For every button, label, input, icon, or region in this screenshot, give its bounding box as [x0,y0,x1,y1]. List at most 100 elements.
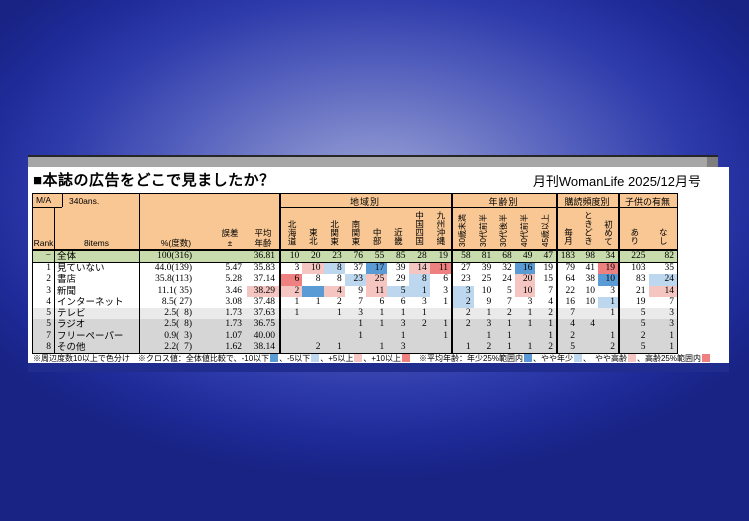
data-cell: 8 [337,274,342,285]
data-cell: 1 [315,296,321,307]
data-cell: 1 [294,296,300,307]
age-col-header: 45歳以上 [535,197,556,247]
data-cell: 1 [548,319,553,330]
data-cell: 3 [358,308,363,318]
data-cell: 1 [400,308,406,318]
frequency-col-header-text: 毎月 [563,228,574,245]
legend-text: 、高齢25%範囲内 [636,354,701,363]
data-cell: 1 [548,330,553,341]
rank-cell: 8 [46,341,51,352]
item-cell: 新聞 [54,285,139,297]
data-cell: 6 [281,274,303,286]
page-title: ■本誌の広告をどこで見ましたか？ [33,172,275,189]
data-cell: 14 [648,285,677,297]
data-cell: 23 [344,274,366,286]
data-cell: 1 [669,341,674,352]
data-cell: 25 [481,274,492,285]
children-col-header-text: なし [658,228,669,245]
issue-label: 月刊WomanLife 2025/12月号 [532,174,701,189]
data-cell: 49 [522,251,533,261]
regions-block: 2 4 9 11 5 1 3 [279,285,451,297]
frequency-col-header: ときどき [578,211,598,247]
data-cell: 10 [585,285,596,296]
data-cell: 11 [366,285,388,297]
data-cell [302,319,323,330]
data-cell: 23 [332,251,342,261]
rank-cell: 4 [46,296,51,307]
data-cell: 4 [590,319,595,330]
data-cell: 68 [502,251,512,261]
legend-swatch-db [523,354,532,362]
data-cell: 1 [379,341,385,352]
frequency-col-header: 初めて [598,220,618,248]
legend-swatch-lb [573,354,582,362]
data-cell: 37 [353,263,364,273]
data-cell: 2 [465,308,471,318]
region-col-header-text: 近畿 [393,228,404,245]
table-header: M/A 340ans. 地域別 年齢別 購読頻度別 子供の有無 Rank 8it… [33,194,677,251]
region-col-header: 近畿 [387,228,408,247]
data-cell: 1 [610,330,615,341]
table-row: 4 インターネット 8.5( 27) 3.08 37.48 1 1 2 7 6 6 3 1 2 9 7 3 4 16… [33,296,677,308]
data-cell: 1 [408,285,430,297]
data-cell: 79 [565,263,576,273]
data-cell: 2 [548,341,553,352]
rank-cell: 2 [46,274,51,285]
divider [139,194,140,249]
data-cell: 1 [507,330,512,341]
avg-age-cell: 37.48 [253,296,275,307]
data-cell [578,342,598,353]
legend-text: 、 やや高齢 [582,354,627,363]
data-cell: 24 [648,274,677,286]
legend: ※周辺度数10以上で色分け ※クロス値：全体値比較で、-10以下 、-5以下 、+5… [33,353,711,364]
divider [279,207,677,208]
data-cell: 1 [379,308,385,318]
freqs-block: 16 10 1 [556,296,618,308]
region-col-header-text: 南関東 [350,219,361,246]
total-row: − 全体 100(316) 36.81 10 20 23 76 55 85 28 19 58 81 68 49… [33,251,677,263]
region-col-header-text: 東北 [308,228,319,245]
data-cell: 3 [486,319,492,330]
window-chrome-bar [28,155,718,167]
data-cell: 10 [481,285,492,296]
data-cell [281,319,302,330]
group-label-children: 子供の有無 [624,197,670,207]
ages-block: 3 10 5 10 7 [451,285,556,297]
data-cell: 19 [636,296,646,307]
data-cell: 14 [408,263,430,275]
childs-block: 103 35 [618,263,677,275]
data-cell [430,342,451,353]
data-cell: 9 [358,285,363,296]
data-cell: 4 [570,319,575,330]
age-col-header-text: 30代後半 [499,214,509,247]
data-cell: 3 [610,285,615,296]
window-chrome-notch [707,157,718,167]
avg-age-col-header: 平均 年齢 [254,228,272,248]
ages-block: 2 9 7 3 4 [451,296,556,308]
data-cell: 1 [400,330,406,341]
item-cell: その他 [54,341,139,353]
data-cell: 10 [289,251,300,261]
table-body: − 全体 100(316) 36.81 10 20 23 76 55 85 28 19 58 81 68 49… [33,251,677,353]
data-cell: 10 [598,274,618,286]
error-cell: 1.07 [225,330,242,341]
rank-cell: − [45,251,51,261]
data-cell: 4 [548,296,553,307]
rank-cell: 1 [46,263,51,273]
region-col-header-text: 中国四国 [414,211,425,245]
rank-cell: 3 [46,285,51,296]
data-cell: 2 [281,285,303,297]
region-col-header-text: 北海道 [287,219,298,246]
data-cell: 81 [481,251,492,261]
item-cell: 書店 [54,274,139,286]
data-cell: 5 [640,308,646,318]
ages-block: 1 2 1 1 2 [451,341,556,353]
data-cell: 16 [514,263,536,275]
data-cell: 82 [664,251,675,261]
data-cell: 27 [461,263,471,273]
data-cell: 85 [396,251,406,261]
data-cell: 103 [631,263,646,273]
data-cell: 35 [664,263,675,273]
